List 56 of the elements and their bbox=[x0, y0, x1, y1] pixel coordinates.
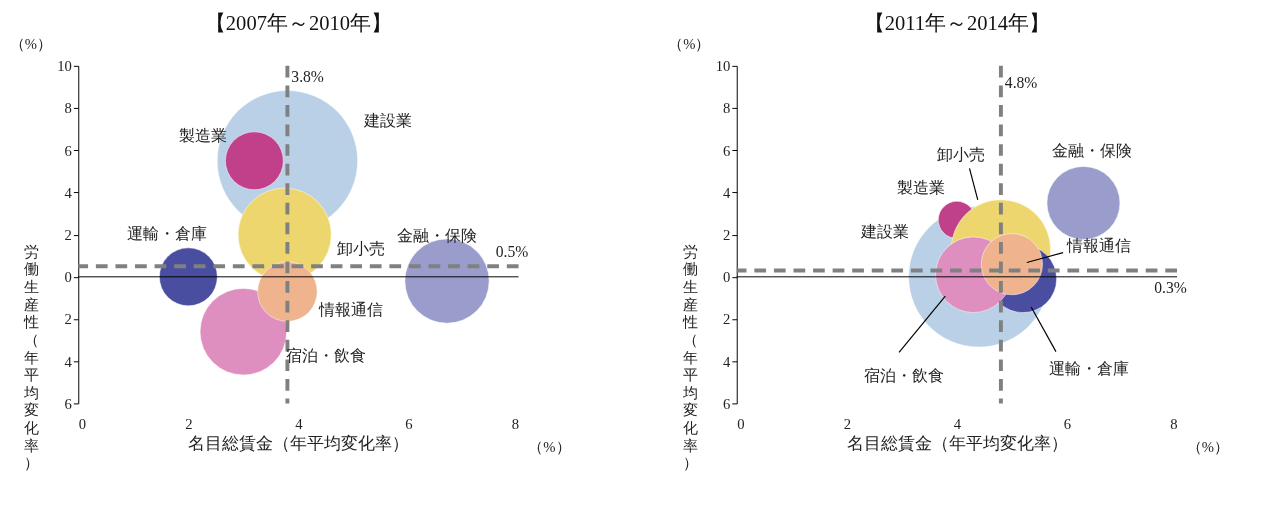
x-tick-label: 0 bbox=[737, 416, 745, 433]
series-label: 建設業 bbox=[859, 223, 909, 241]
y-tick-label: 0 bbox=[64, 269, 72, 286]
ref-line-label: 0.3% bbox=[1154, 279, 1187, 296]
ref-line-label: 4.8% bbox=[1004, 74, 1038, 92]
series-label: 金融・保険 bbox=[397, 227, 478, 245]
y-tick-label: 6 bbox=[723, 395, 731, 412]
y-tick-label: 4 bbox=[723, 353, 732, 370]
series-label: 情報通信 bbox=[1065, 236, 1131, 254]
x-tick-label: 4 bbox=[295, 416, 304, 433]
series-label: 卸小売 bbox=[336, 240, 385, 258]
y-tick-label: 4 bbox=[64, 353, 73, 370]
text: （%） bbox=[9, 36, 52, 53]
x-tick-label: 2 bbox=[843, 416, 851, 433]
y-tick-label: 2 bbox=[64, 227, 72, 244]
text: （%） bbox=[668, 36, 711, 53]
y-tick-label: 2 bbox=[723, 227, 731, 244]
x-tick-label: 6 bbox=[1063, 416, 1072, 433]
text: 卸小売 bbox=[937, 146, 986, 164]
text: 運輸・倉庫 bbox=[1048, 359, 1129, 377]
text: （%） bbox=[528, 439, 571, 456]
y-tick-label: 8 bbox=[723, 100, 731, 117]
y-tick-label: 10 bbox=[715, 58, 731, 75]
y-tick-label: 0 bbox=[723, 269, 731, 286]
series-label: 製造業 bbox=[896, 179, 945, 197]
x-tick-label: 0 bbox=[78, 416, 87, 433]
x-axis-title: 名目総賃金（年平均変化率） bbox=[846, 433, 1068, 453]
series-label: 宿泊・飲食 bbox=[285, 347, 366, 365]
y-tick-label: 10 bbox=[57, 58, 72, 75]
y-tick-label: 6 bbox=[64, 142, 72, 159]
x-tick-label: 4 bbox=[953, 416, 962, 433]
text: （%） bbox=[1186, 439, 1230, 456]
ref-line-label: 3.8% bbox=[291, 68, 324, 86]
text: 宿泊・飲食 bbox=[863, 367, 944, 385]
x-axis-title: 名目総賃金（年平均変化率） bbox=[188, 433, 410, 453]
y-tick-label: 4 bbox=[723, 184, 732, 201]
ref-line-label: 0.5% bbox=[495, 243, 529, 261]
x-tick-label: 6 bbox=[405, 416, 413, 433]
x-tick-label: 8 bbox=[511, 416, 520, 433]
chart-title: 【2011年～2014年】 bbox=[863, 11, 1051, 34]
series-label: 製造業 bbox=[179, 126, 228, 144]
y-tick-label: 6 bbox=[64, 395, 72, 412]
x-tick-label: 2 bbox=[185, 416, 193, 433]
series-label: 情報通信 bbox=[318, 301, 384, 319]
y-tick-label: 8 bbox=[64, 100, 72, 117]
y-tick-label: 4 bbox=[64, 184, 73, 201]
y-tick-label: 2 bbox=[723, 311, 731, 328]
series-label: 運輸・倉庫 bbox=[126, 224, 207, 242]
y-tick-label: 6 bbox=[723, 142, 731, 159]
x-tick-label: 8 bbox=[1170, 416, 1178, 433]
series-label: 金融・保険 bbox=[1051, 141, 1132, 159]
chart-title: 【2007年～2010年】 bbox=[204, 11, 392, 34]
series-label: 建設業 bbox=[363, 112, 413, 130]
text: 労働生産性（年平均変化率） bbox=[682, 243, 698, 472]
y-tick-label: 2 bbox=[64, 311, 72, 328]
text: 労働生産性（年平均変化率） bbox=[24, 243, 40, 472]
